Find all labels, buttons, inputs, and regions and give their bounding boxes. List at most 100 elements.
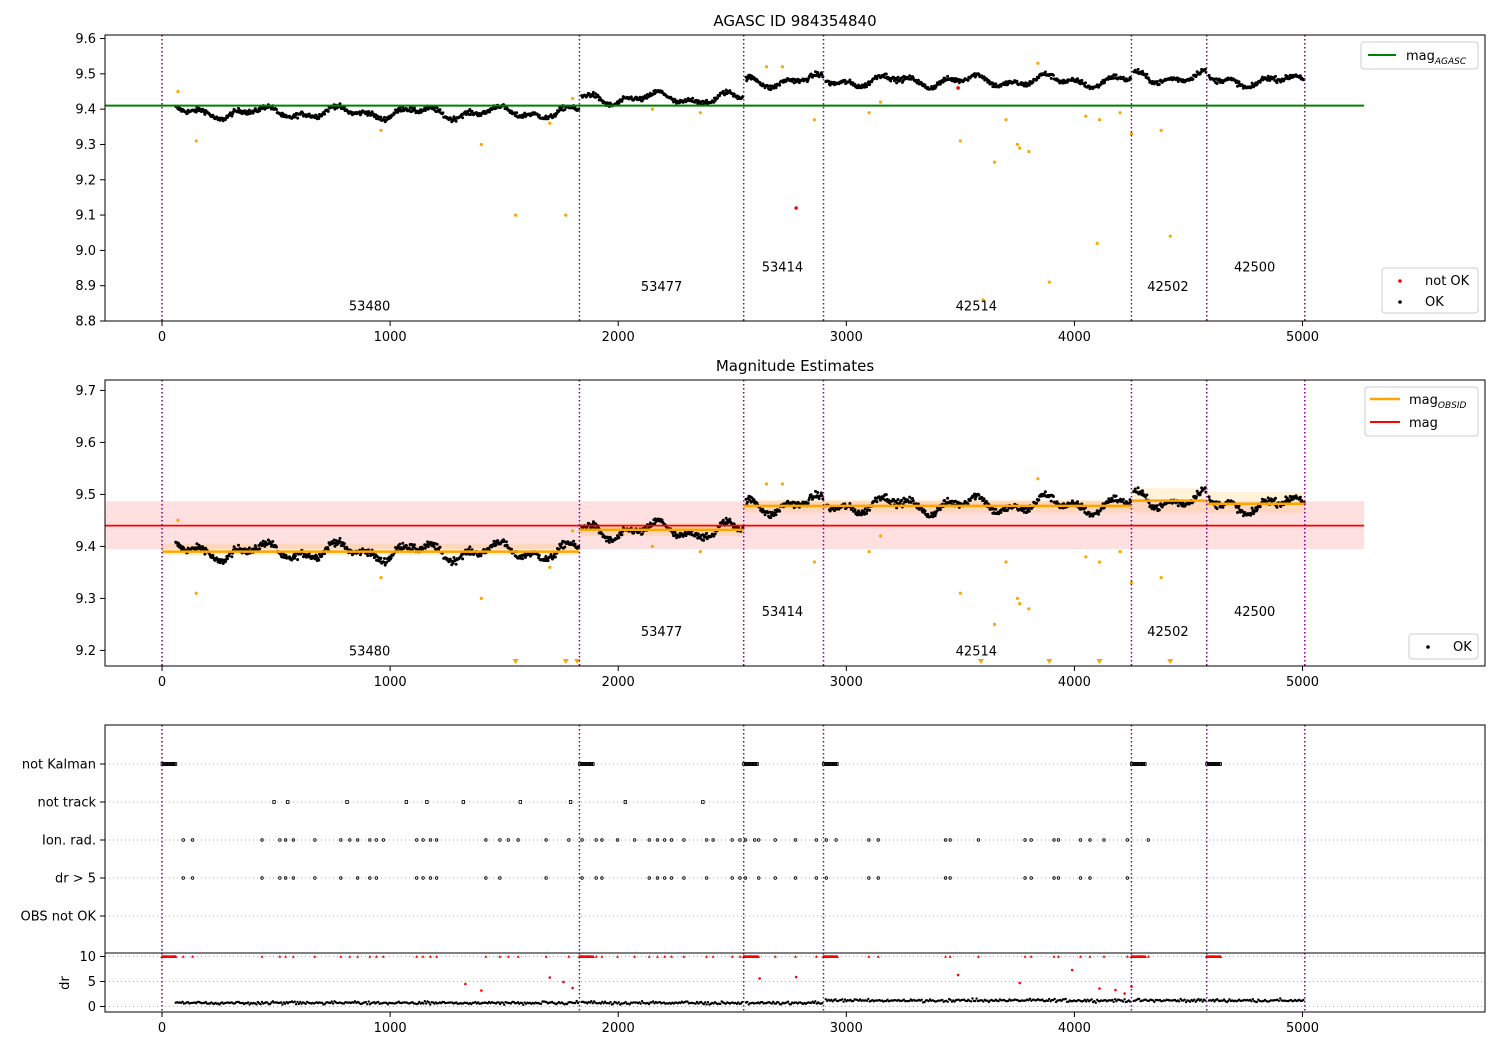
data-point-outlier (1036, 477, 1040, 481)
dr-point (1228, 998, 1231, 1001)
data-point-ok (607, 540, 611, 544)
data-point-outlier (176, 89, 180, 94)
dr-point (516, 1001, 520, 1004)
dr-capped-marker (1102, 955, 1106, 958)
dr-point (416, 1002, 420, 1005)
dr-point (617, 1001, 620, 1004)
data-point-ok (828, 509, 832, 513)
dr-point (1251, 998, 1255, 1001)
data-point-ok (1101, 78, 1105, 82)
dr-point (1111, 998, 1114, 1002)
flag-ion-rad (348, 838, 352, 842)
dr-capped-marker (1143, 954, 1147, 958)
data-point-outlier (1018, 602, 1022, 606)
data-point-ok (479, 554, 483, 558)
x-tick-label: 3000 (830, 1021, 863, 1036)
flag-row-label: OBS not OK (21, 910, 97, 925)
data-point-outlier (176, 518, 180, 523)
dr-point (927, 999, 930, 1003)
offscale-marker (562, 659, 569, 664)
y-tick-label: 9.7 (75, 384, 96, 399)
data-point-ok (1236, 511, 1239, 514)
data-point-outlier (698, 111, 702, 115)
dr-point (780, 1003, 783, 1006)
dr-capped-marker (580, 955, 584, 958)
dr-point (602, 1002, 605, 1005)
data-point-outlier (1018, 146, 1022, 150)
data-point-ok (1195, 489, 1199, 493)
flag-ion-rad (516, 838, 520, 842)
dr-point (812, 1001, 816, 1005)
dr-capped-marker (876, 955, 880, 958)
dr-point (694, 1002, 697, 1005)
dr-point (260, 1000, 264, 1004)
dr-capped-marker (1056, 955, 1060, 958)
dr-point (719, 1002, 722, 1006)
flag-dr-gt-5 (682, 876, 686, 880)
flag-dr-gt-5 (181, 876, 185, 880)
dr-point (304, 1002, 307, 1006)
flag-ion-rad (647, 838, 651, 842)
flag-dr-gt-5 (291, 876, 296, 880)
data-point-ok (523, 556, 527, 559)
panel3-frame (104, 724, 1486, 1013)
data-point-ok (816, 71, 820, 74)
dr-point (774, 1002, 778, 1005)
data-point-ok (258, 109, 262, 113)
dr-point (1183, 998, 1186, 1001)
data-point-ok (1274, 74, 1277, 78)
flag-ion-rad (381, 838, 386, 842)
data-point-ok (705, 98, 708, 102)
dr-point (971, 997, 974, 1000)
panel-magnitude-estimates: Magnitude Estimates 53480 53477 53414 42514… (75, 357, 1486, 690)
data-point-outlier (992, 160, 997, 164)
data-point-ok (1298, 74, 1302, 78)
data-point-ok (721, 518, 725, 522)
data-point-outlier (1015, 142, 1019, 147)
data-point-ok (908, 495, 912, 499)
dr-point (1302, 998, 1305, 1002)
data-point-ok (1176, 80, 1180, 83)
data-point-ok (980, 496, 984, 499)
data-point-ok (553, 555, 557, 559)
dr-point (647, 1002, 651, 1006)
data-point-ok (461, 116, 465, 120)
data-point-ok (1275, 505, 1279, 509)
data-point-ok (926, 512, 930, 516)
dr-point (364, 1001, 368, 1004)
data-point-ok (914, 502, 918, 506)
dr-outlier (758, 977, 761, 980)
dr-tick-label: 5 (88, 975, 96, 990)
data-point-ok (1249, 512, 1253, 516)
flag-ion-rad (743, 838, 748, 842)
dr-point (777, 1001, 780, 1004)
legend-ok-marker (1398, 300, 1402, 304)
dr-outlier (956, 973, 960, 977)
dr-point (974, 999, 977, 1003)
data-point-ok (544, 555, 548, 558)
data-point-ok (1051, 495, 1055, 498)
data-point-ok (884, 72, 888, 76)
flag-ion-rad (867, 838, 871, 842)
data-point-ok (721, 89, 725, 93)
flag-dr-gt-5 (498, 876, 502, 880)
dr-point (1086, 998, 1089, 1001)
y-tick-label: 9.5 (75, 488, 96, 503)
dr-point (1204, 999, 1207, 1002)
dr-capped-marker (1146, 955, 1150, 958)
dr-point (651, 1000, 655, 1003)
dr-point (746, 1000, 749, 1004)
dr-point (741, 1000, 744, 1004)
data-point-ok (848, 78, 852, 82)
data-point-outlier (1027, 149, 1031, 154)
x-tick-label: 1000 (374, 1021, 407, 1036)
dr-point (299, 1000, 302, 1004)
data-point-ok (881, 497, 885, 501)
dr-point (509, 1002, 513, 1005)
dr-point (247, 1001, 250, 1004)
data-point-ok (868, 83, 872, 87)
dr-point (1178, 1000, 1181, 1003)
data-point-outlier (1097, 560, 1102, 564)
data-point-ok (338, 102, 342, 106)
panel-flags: not Kalman not track Ion. rad. dr > 5 OBS no… (21, 724, 1486, 1036)
